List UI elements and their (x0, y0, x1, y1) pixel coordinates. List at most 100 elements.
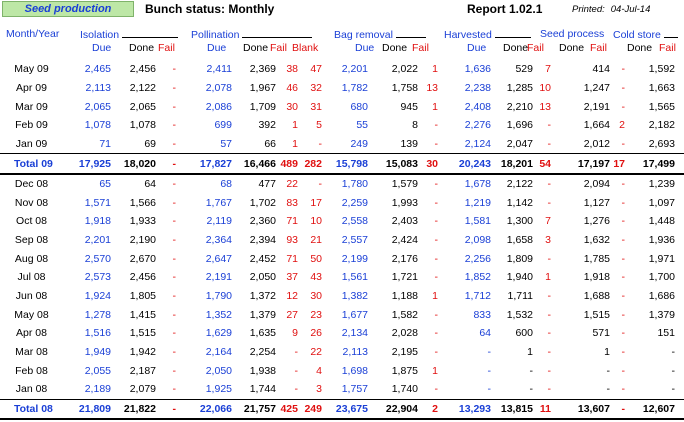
cell-har-due: 2,256 (464, 252, 491, 265)
row-label: Dec 08 (14, 178, 49, 191)
cell-pol-blank: 26 (310, 327, 322, 340)
cell-har-fail: 1 (545, 271, 551, 284)
cell-sp-fail: - (621, 81, 626, 94)
cell-iso-due: 17,925 (63, 153, 111, 175)
cell-har-fail: - (547, 308, 552, 321)
cell-sp-fail: - (621, 178, 626, 191)
cell-pol-due: 2,078 (205, 81, 232, 94)
cell-har-done: 1 (527, 345, 533, 358)
cell-sp-fail: - (621, 308, 626, 321)
cell-pol-fail: 46 (286, 81, 298, 94)
cell-pol-due: 17,827 (176, 153, 232, 175)
cell-pol-fail: - (294, 364, 299, 377)
cell-bag-done: 139 (400, 137, 418, 150)
cell-cs-fail: - (675, 135, 684, 154)
cell-iso-due: 2,065 (84, 100, 111, 113)
cell-cs-fail: - (675, 305, 684, 324)
cell-pol-done: 1,744 (249, 383, 276, 396)
section-badge[interactable]: Seed production (2, 1, 134, 17)
col-cold-done: Done (627, 42, 653, 54)
cell-cs-done: 1,239 (648, 178, 675, 191)
cell-iso-done: 2,187 (129, 364, 156, 377)
table-row: Mar 08 1,949 1,942-2,164 2,254-22 2,113 2,195… (0, 343, 684, 362)
col-isolation-due: Due (92, 42, 112, 54)
cell-pol-blank: 10 (310, 215, 322, 228)
col-isolation-done: Done (129, 42, 155, 54)
cell-bag-done: 2,424 (391, 234, 418, 247)
cell-pol-due: 2,119 (206, 215, 233, 228)
cell-pol-done: 2,254 (249, 345, 276, 358)
cell-bag-done: 2,195 (391, 345, 418, 358)
cell-har-done: 13,815 (491, 398, 533, 421)
cell-bag-done: 2,403 (391, 215, 418, 228)
cell-cs-done: 1,592 (648, 63, 675, 76)
cell-pol-due: 2,164 (205, 345, 232, 358)
cell-bag-fail: 13 (426, 81, 438, 94)
cell-iso-fail: - (172, 119, 177, 132)
cell-pol-due: 1,790 (205, 290, 232, 302)
cell-bag-due: 680 (350, 100, 368, 113)
cell-bag-done: 945 (400, 100, 418, 113)
cell-pol-due: 2,411 (206, 63, 233, 76)
cell-iso-due: 71 (99, 137, 111, 150)
table-row: Mar 09 2,065 2,065 - 2,086 1,709 30 31 680 945 1 2,… (0, 97, 684, 116)
cell-cs-done: 2,182 (648, 119, 675, 132)
cell-bag-due: 1,677 (341, 308, 368, 321)
row-label: May 09 (14, 63, 49, 76)
cell-bag-due: 1,698 (341, 364, 368, 377)
table-row: Feb 08 2,055 2,187 - 2,050 1,938 - 4 1,698 1,875 1… (0, 361, 684, 380)
cell-sp-fail: - (610, 398, 625, 421)
cell-har-due: - (487, 364, 492, 377)
cell-bag-due: 15,798 (322, 153, 368, 175)
cell-pol-due: 2,050 (205, 364, 232, 377)
cell-pol-fail: 9 (292, 327, 298, 340)
cell-iso-done: 1,515 (129, 327, 156, 340)
table-row: Jun 08 1,924 1,805 - 1,790 1,372 12 30 1,382 1,18… (0, 287, 684, 306)
table-row: May 09 2,465 2,456 - 2,411 2,369 38 47 2,201 2,02… (0, 60, 684, 79)
report-number: Report 1.02.1 (467, 2, 543, 16)
cell-har-fail: - (547, 178, 552, 191)
cell-pol-due: 1,629 (205, 327, 232, 340)
cell-cs-done: - (671, 345, 676, 358)
cell-pol-due: 1,352 (205, 308, 232, 321)
cell-pol-done: 16,466 (232, 153, 276, 175)
cell-har-fail: - (547, 364, 552, 377)
cell-iso-done: 1,078 (129, 119, 156, 132)
col-bag-due: Due (355, 42, 375, 54)
cell-iso-done: 2,079 (129, 383, 156, 396)
cell-har-due: 2,408 (464, 100, 491, 113)
cell-pol-done: 2,360 (249, 215, 276, 228)
cell-pol-blank: - (318, 137, 323, 150)
cell-bag-done: 2,022 (391, 63, 418, 76)
cell-bag-done: 1,721 (391, 271, 418, 284)
cell-iso-fail: - (172, 234, 177, 247)
cell-iso-done: 1,805 (129, 290, 156, 302)
cell-iso-due: 1,278 (84, 308, 111, 321)
printed-date: 04-Jul-14 (610, 4, 651, 15)
row-label: May 08 (14, 308, 49, 321)
cell-sp-done: 1,688 (583, 290, 610, 302)
cell-cs-fail: - (675, 97, 684, 116)
cell-bag-fail: - (434, 178, 439, 191)
cell-har-fail: 11 (533, 398, 551, 421)
cell-iso-due: 2,055 (84, 364, 111, 377)
cell-har-fail: 54 (533, 153, 551, 175)
report-header: Seed production Bunch status: Monthly Re… (0, 0, 684, 18)
cell-cs-fail: - (675, 193, 684, 212)
cell-sp-done: 571 (592, 327, 610, 340)
cell-bag-due: 55 (356, 119, 368, 132)
cell-pol-due: 68 (220, 178, 232, 191)
cell-har-done: 1,940 (506, 271, 533, 284)
cell-pol-blank: 50 (310, 252, 322, 265)
cell-cs-fail: - (675, 153, 684, 175)
cell-bag-fail: 30 (418, 153, 438, 175)
cell-bag-due: 2,201 (341, 63, 368, 76)
cell-pol-blank: 23 (310, 308, 322, 321)
cell-bag-fail: - (434, 345, 439, 358)
cell-pol-done: 392 (258, 119, 276, 132)
row-label: Oct 08 (16, 215, 47, 228)
row-label: Apr 09 (16, 81, 47, 94)
col-seed-process: Seed process (540, 28, 605, 40)
cell-iso-done: 18,020 (111, 153, 156, 175)
cell-pol-fail: 71 (286, 215, 298, 228)
